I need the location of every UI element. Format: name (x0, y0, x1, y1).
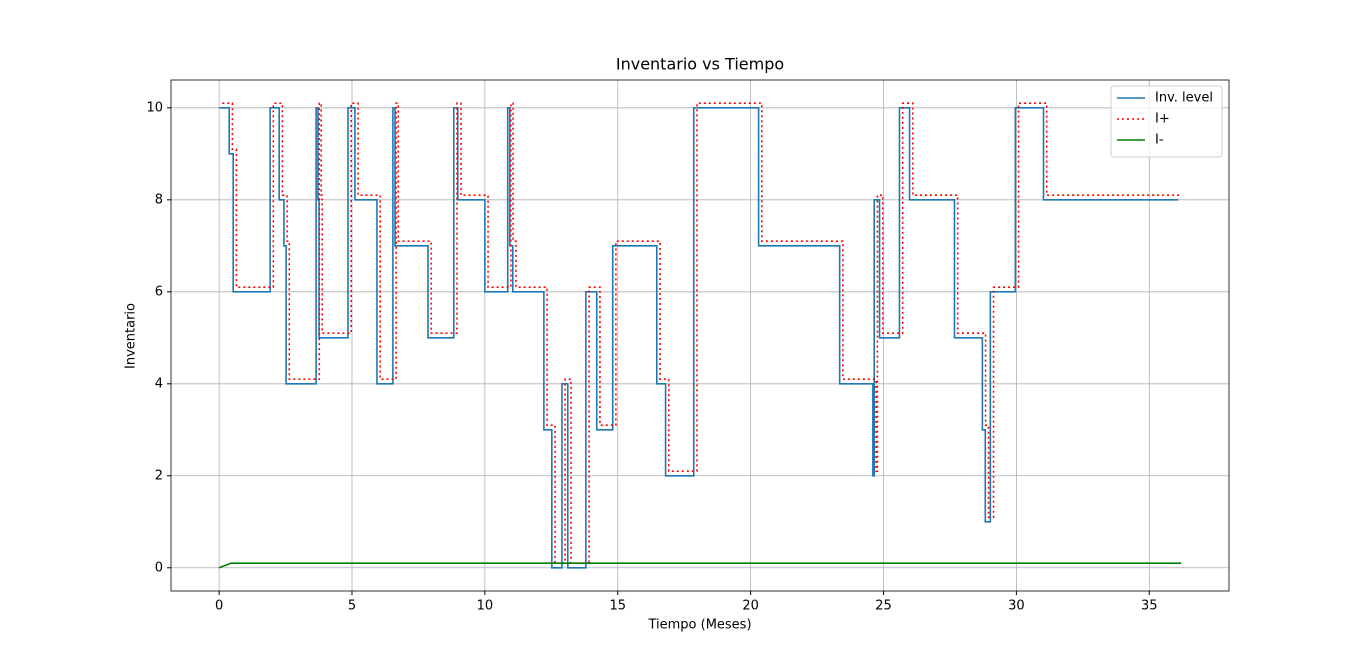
x-tick-label: 15 (609, 599, 626, 614)
y-axis-label: Inventario (124, 303, 139, 369)
plot-frame (170, 79, 1230, 592)
x-tick-label: 25 (875, 599, 892, 614)
series-line (219, 107, 1179, 569)
x-tick-label: 30 (1008, 599, 1025, 614)
x-tick-label: 10 (477, 599, 494, 614)
x-tick-label: 20 (742, 599, 759, 614)
x-tick-label: 35 (1141, 599, 1158, 614)
y-tick-label: 4 (155, 376, 163, 391)
legend-label: Inv. level (1155, 91, 1213, 106)
legend-label: I+ (1155, 112, 1170, 127)
series-line (222, 102, 1182, 564)
x-tick-label: 0 (215, 599, 223, 614)
y-tick-label: 6 (155, 284, 163, 299)
series-line (218, 562, 1182, 569)
y-tick-label: 10 (146, 100, 163, 115)
y-tick-label: 8 (155, 192, 163, 207)
chart-title: Inventario vs Tiempo (616, 55, 784, 74)
y-tick-label: 2 (155, 468, 163, 483)
x-axis-label: Tiempo (Meses) (647, 618, 751, 633)
legend-label: I- (1155, 133, 1164, 148)
x-tick-label: 5 (348, 599, 356, 614)
y-tick-label: 0 (155, 560, 163, 575)
